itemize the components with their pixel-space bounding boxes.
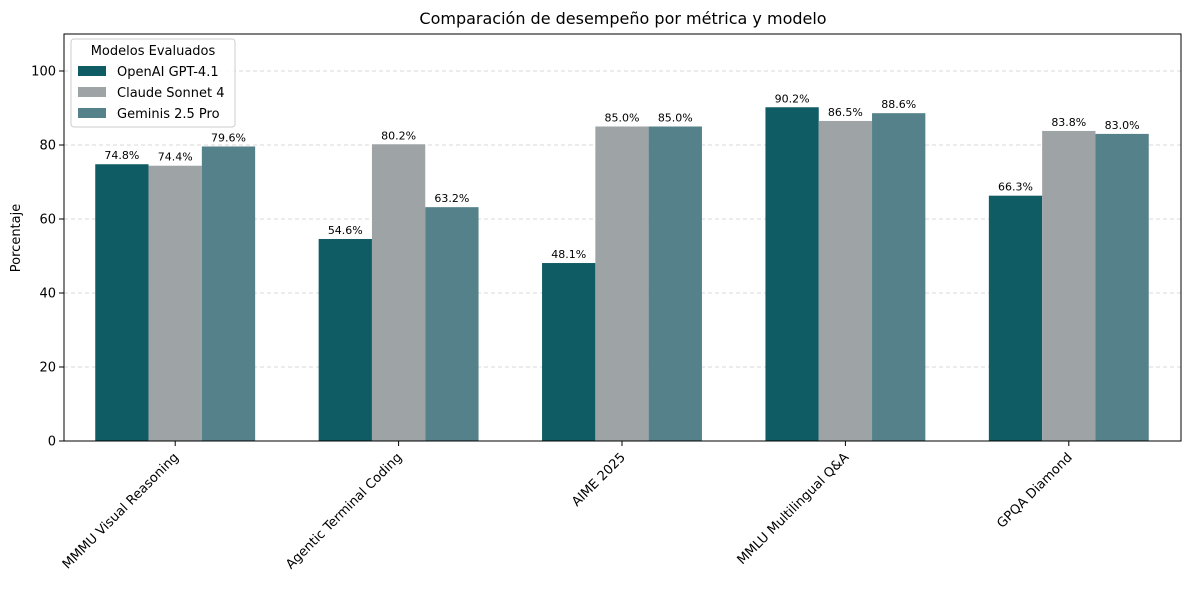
bars-group [95, 107, 1149, 442]
bar [148, 165, 202, 441]
bar-value-label: 83.0% [1105, 119, 1140, 132]
bar-value-label: 88.6% [881, 98, 916, 111]
legend-box [70, 38, 236, 128]
bar [542, 263, 596, 441]
bar-value-label: 48.1% [551, 248, 586, 261]
legend-swatch [78, 87, 106, 97]
bar-value-label: 66.3% [998, 181, 1033, 194]
x-tick-label: MMLU Multilingual Q&A [735, 450, 853, 568]
y-tick-label: 40 [39, 287, 56, 302]
legend: Modelos Evaluados OpenAI GPT-4.1 Claude S… [70, 38, 236, 128]
bar-value-label: 85.0% [605, 112, 640, 125]
y-axis: 0 20 40 60 80 100 [31, 65, 64, 450]
bar [595, 126, 649, 441]
y-tick-label: 60 [39, 213, 56, 228]
bar [201, 146, 256, 442]
bar-value-label: 74.4% [158, 151, 193, 164]
y-tick-label: 20 [39, 361, 56, 376]
bar-labels-group: 74.8% 54.6% 48.1% 90.2% 66.3% 74.4% 80.2% 85.0%… [104, 92, 1139, 261]
legend-label: Geminis 2.5 Pro [117, 107, 220, 122]
bar [371, 144, 426, 441]
bar [648, 126, 702, 441]
bar-value-label: 54.6% [328, 224, 363, 237]
bar-value-label: 80.2% [381, 129, 416, 142]
y-tick-label: 80 [39, 139, 56, 154]
y-axis-label: Porcentaje [9, 204, 24, 272]
bar-value-label: 83.8% [1051, 116, 1086, 129]
y-tick-label: 0 [48, 435, 56, 450]
chart-title: Comparación de desempeño por métrica y m… [419, 9, 826, 28]
bar [988, 195, 1043, 441]
x-tick-label: AIME 2025 [569, 450, 629, 510]
bar [872, 113, 926, 442]
bar [318, 238, 372, 441]
bar-value-label: 79.6% [211, 131, 246, 144]
bar [1042, 130, 1096, 441]
bar [765, 107, 819, 441]
bar-value-label: 90.2% [775, 92, 810, 105]
legend-label: OpenAI GPT-4.1 [117, 65, 219, 80]
x-axis: MMMU Visual Reasoning Agentic Terminal Co… [60, 441, 1076, 572]
bar-value-label: 63.2% [434, 192, 469, 205]
bar-value-label: 74.8% [104, 149, 139, 162]
bar [1095, 133, 1149, 441]
bar [95, 164, 149, 442]
x-tick-label: MMMU Visual Reasoning [60, 450, 182, 572]
bar-value-label: 85.0% [658, 112, 693, 125]
legend-label: Claude Sonnet 4 [117, 86, 224, 101]
y-tick-label: 100 [31, 65, 56, 80]
bar-value-label: 86.5% [828, 106, 863, 119]
legend-title: Modelos Evaluados [91, 44, 216, 59]
bar [818, 120, 873, 441]
bar [425, 207, 479, 441]
legend-swatch [78, 108, 106, 118]
legend-swatch [78, 66, 106, 76]
x-tick-label: Agentic Terminal Coding [283, 450, 405, 572]
x-tick-label: GPQA Diamond [994, 450, 1075, 531]
